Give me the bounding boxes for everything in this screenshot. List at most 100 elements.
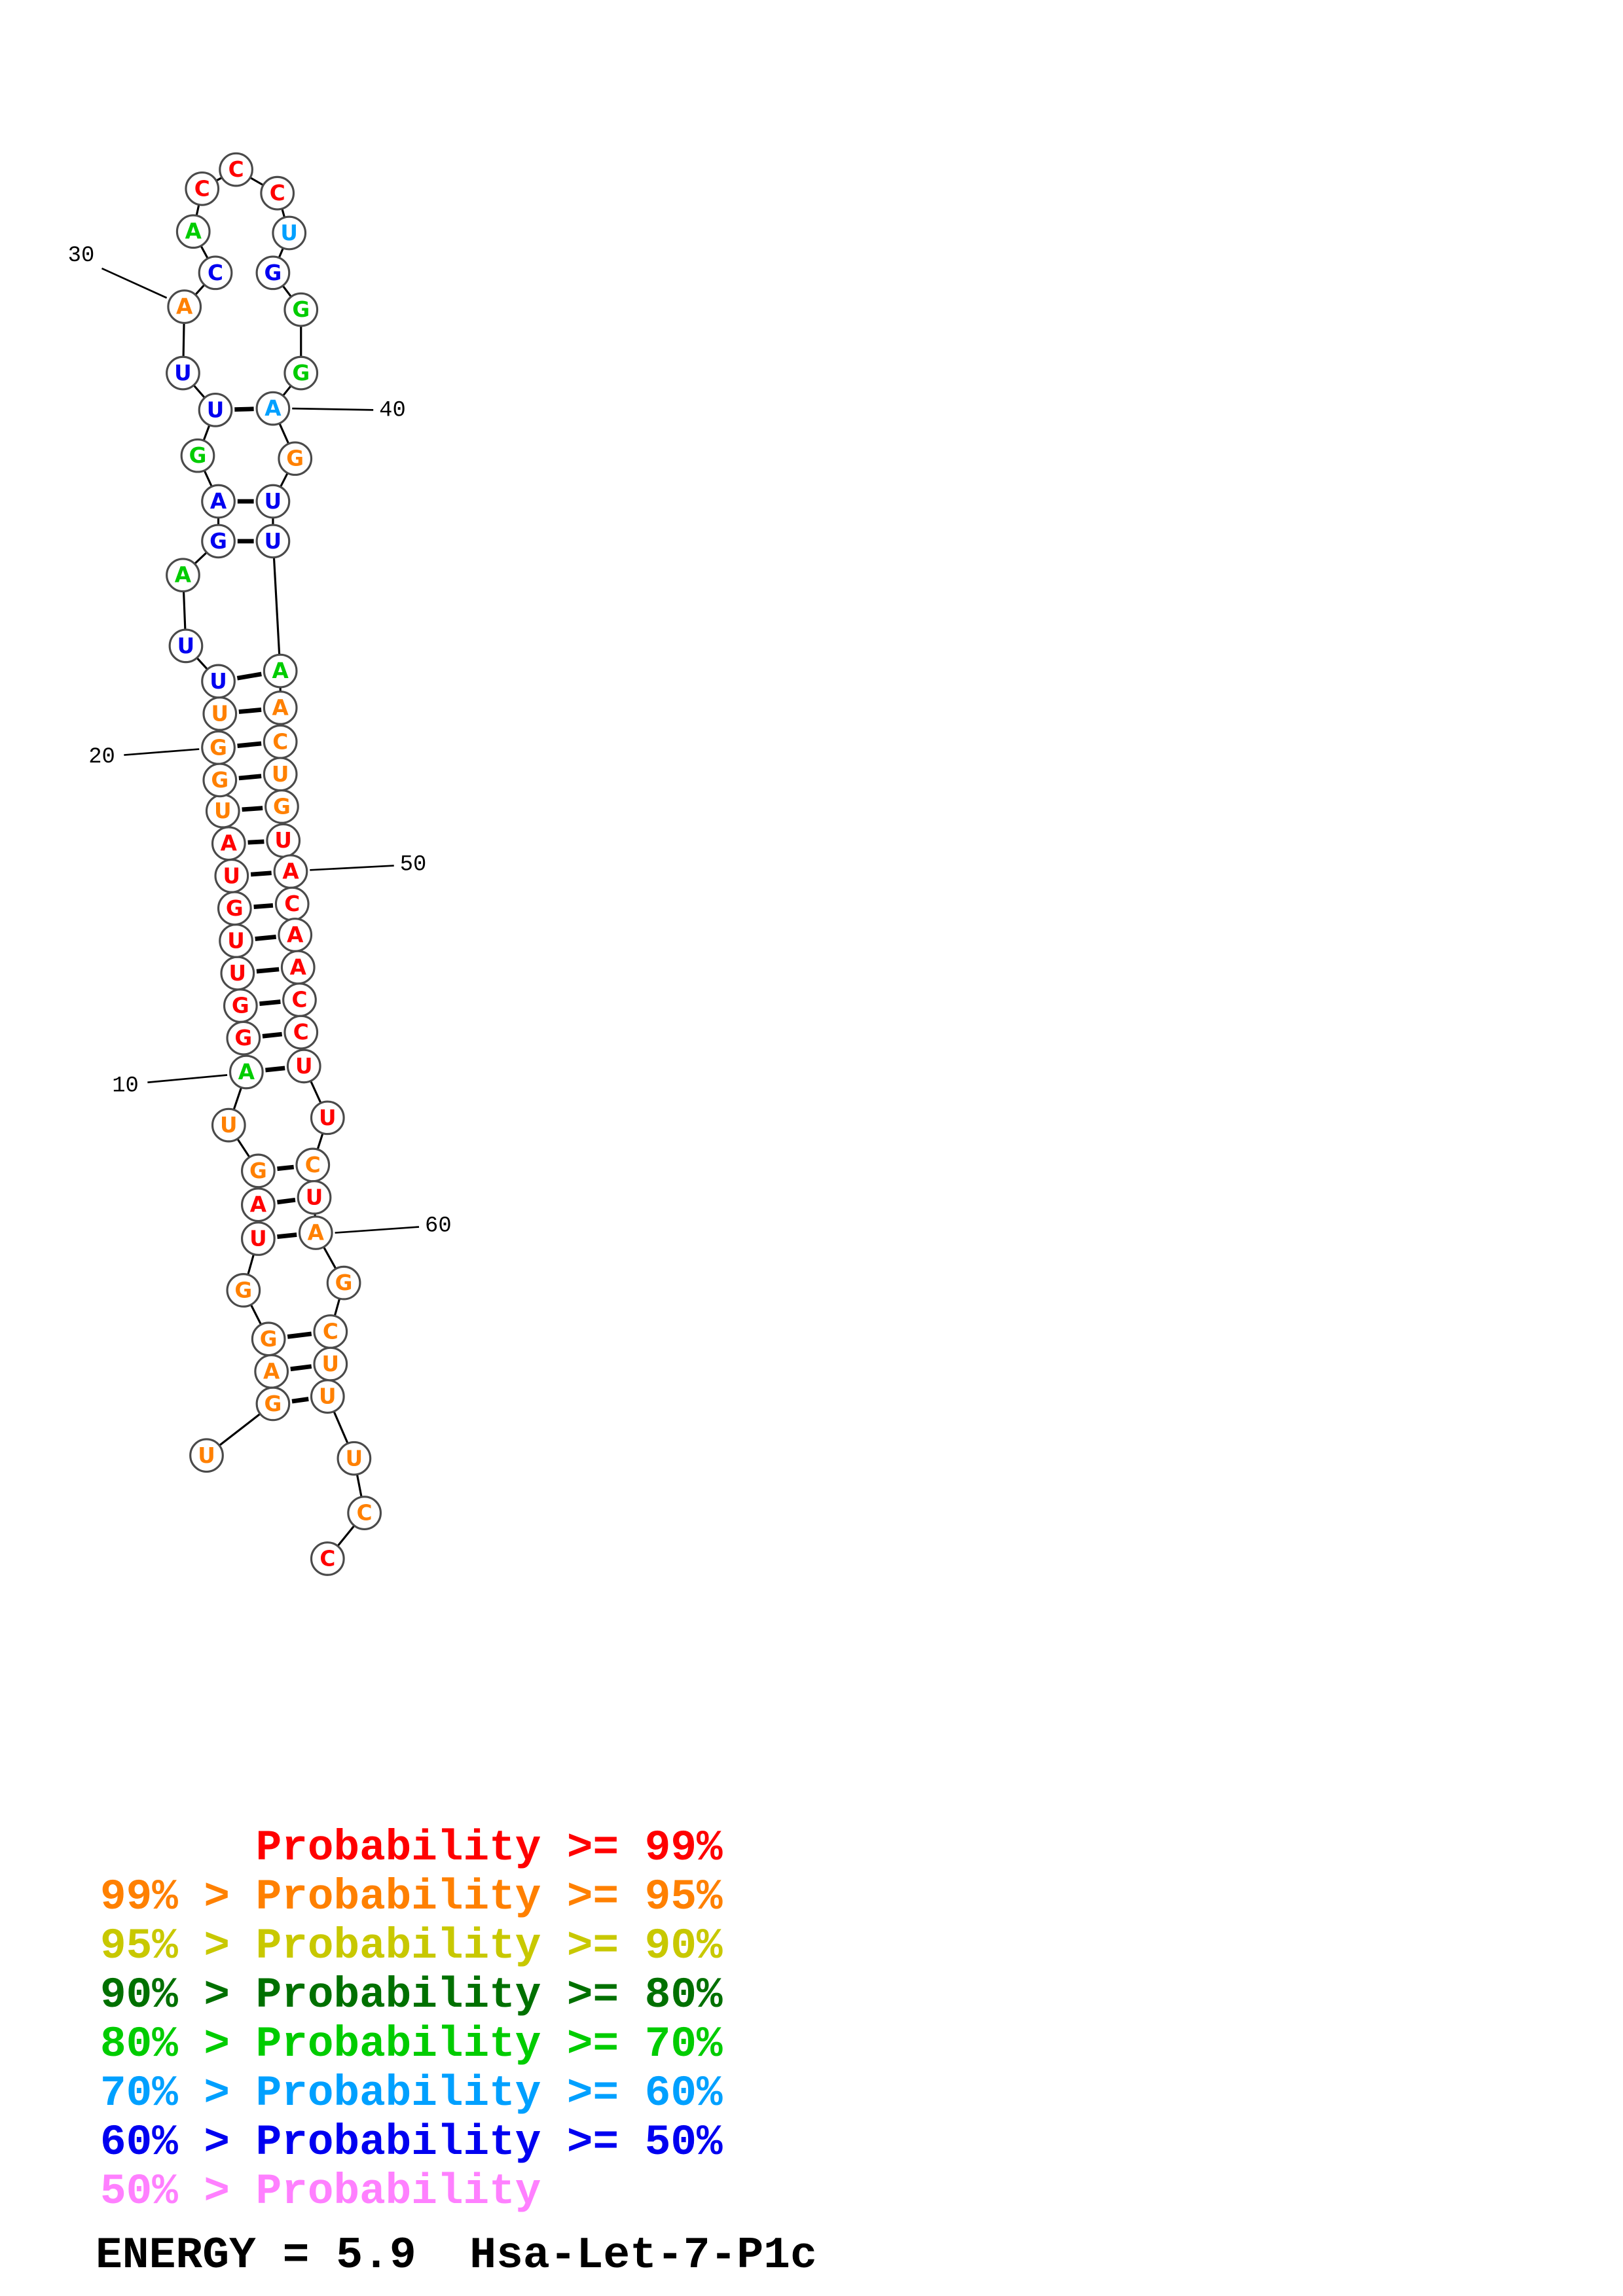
base-pair-bond	[262, 1031, 283, 1039]
nucleotide-letter: C	[208, 260, 223, 285]
nucleotide-letter: G	[249, 1158, 267, 1183]
nucleotide-circle	[283, 292, 319, 327]
nucleotide-letter: U	[210, 669, 227, 694]
nucleotide-letter: U	[319, 1384, 337, 1409]
position-label-line	[101, 267, 168, 299]
legend-line: 90% > Probability >= 80%	[100, 1971, 723, 2020]
backbone-segment	[183, 592, 187, 629]
nucleotide-circle	[185, 171, 220, 206]
nucleotide-circle	[310, 1100, 345, 1136]
nucleotide-circle	[226, 1273, 261, 1308]
nucleotide-circle	[201, 730, 236, 765]
nucleotide-letter: C	[305, 1153, 321, 1177]
nucleotide-circle	[201, 524, 236, 559]
backbone-segment	[356, 1475, 363, 1497]
nucleotide-letter: C	[357, 1501, 373, 1526]
nucleotide-letter: A	[287, 922, 304, 947]
nucleotide-letter: G	[264, 1391, 282, 1416]
nucleotide-letter: G	[226, 896, 244, 921]
nucleotide-circle	[272, 215, 307, 251]
nucleotide-circle	[298, 1215, 333, 1250]
backbone-segment	[219, 1413, 261, 1446]
nucleotide-letter: G	[335, 1270, 353, 1295]
nucleotide-letter: A	[290, 955, 307, 980]
base-pair-bond	[265, 1066, 285, 1073]
nucleotide-letter: G	[189, 443, 207, 468]
nucleotide-circle	[283, 355, 319, 391]
nucleotide-circle	[228, 1054, 264, 1090]
nucleotide-letter: A	[264, 396, 282, 421]
nucleotide-letter: A	[272, 695, 289, 720]
base-pair-bond	[238, 774, 262, 781]
base-pair-bond	[242, 806, 263, 812]
backbone-segment	[247, 1255, 255, 1274]
position-label: 10	[112, 1073, 139, 1098]
nucleotide-letter: U	[280, 221, 298, 245]
backbone-segment	[281, 209, 285, 217]
nucleotide-circle	[168, 628, 204, 664]
backbone-segment	[195, 205, 200, 215]
backbone-segment	[204, 471, 213, 487]
nucleotide-circle	[241, 1187, 276, 1223]
nucleotide-letter: U	[306, 1185, 323, 1210]
nucleotide-circle	[211, 1107, 246, 1143]
legend-line: 70% > Probability >= 60%	[100, 2069, 723, 2118]
position-label-line	[124, 748, 200, 756]
nucleotide-letter: U	[207, 397, 225, 422]
nucleotide-letter: A	[263, 1359, 280, 1384]
nucleotide-circle	[198, 255, 233, 291]
nucleotide-letter: U	[295, 1054, 313, 1079]
base-pair-bond	[253, 903, 274, 909]
nucleotide-letter: U	[220, 1113, 238, 1138]
backbone-segment	[278, 248, 284, 258]
nucleotide-letter: C	[293, 1020, 309, 1045]
nucleotide-letter: C	[292, 988, 308, 1013]
legend-line: 99% > Probability >= 95%	[100, 1873, 723, 1922]
nucleotide-letter: G	[292, 297, 310, 322]
nucleotide-circle	[326, 1265, 361, 1300]
nucleotide-circle	[260, 175, 295, 211]
nucleotide-circle	[283, 1014, 319, 1050]
nucleotide-letter: U	[264, 489, 282, 514]
nucleotide-circle	[166, 558, 200, 593]
nucleotide-circle	[241, 1153, 276, 1189]
backbone-segment	[196, 657, 208, 670]
nucleotide-letter: A	[272, 658, 289, 683]
base-pair-bond	[259, 999, 281, 1007]
nucleotide-letter: C	[284, 891, 300, 916]
nucleotide-circle	[263, 691, 298, 725]
backbone-segment	[236, 1139, 250, 1157]
nucleotide-letter: A	[221, 831, 238, 856]
nucleotide-circle	[255, 255, 291, 291]
backbone-segment	[250, 177, 263, 186]
nucleotide-letter: U	[211, 701, 229, 726]
nucleotide-circle	[167, 289, 202, 324]
backbone-segment	[333, 1411, 349, 1444]
nucleotide-letter: G	[234, 1278, 252, 1302]
nucleotide-letter: A	[250, 1193, 267, 1217]
backbone-segment	[323, 1247, 337, 1269]
backbone-segment	[182, 323, 185, 357]
nucleotide-letter: A	[175, 563, 192, 588]
nucleotide-circle	[198, 392, 233, 427]
nucleotide-circle	[297, 1180, 332, 1215]
nucleotide-circle	[255, 391, 291, 426]
nucleotide-letter: G	[273, 794, 291, 819]
backbone-segment	[280, 473, 289, 487]
position-label-line	[147, 1074, 228, 1084]
nucleotide-letter: U	[223, 863, 241, 888]
nucleotide-circle	[310, 1541, 345, 1576]
nucleotide-letter: U	[319, 1105, 337, 1130]
backbone-segment	[334, 1299, 340, 1316]
legend-line: 80% > Probability >= 70%	[100, 2020, 723, 2069]
base-pair-bond	[277, 1232, 297, 1239]
nucleotide-letter: U	[177, 634, 195, 658]
base-pair-bond	[234, 406, 254, 412]
nucleotide-letter: G	[211, 768, 228, 793]
backbone-segment	[278, 423, 289, 444]
nucleotide-letter: U	[272, 762, 289, 787]
legend-line: Probability >= 99%	[100, 1823, 723, 1873]
nucleotide-letter: G	[286, 446, 304, 471]
nucleotide-letter: C	[323, 1319, 338, 1344]
backbone-segment	[250, 1304, 262, 1325]
